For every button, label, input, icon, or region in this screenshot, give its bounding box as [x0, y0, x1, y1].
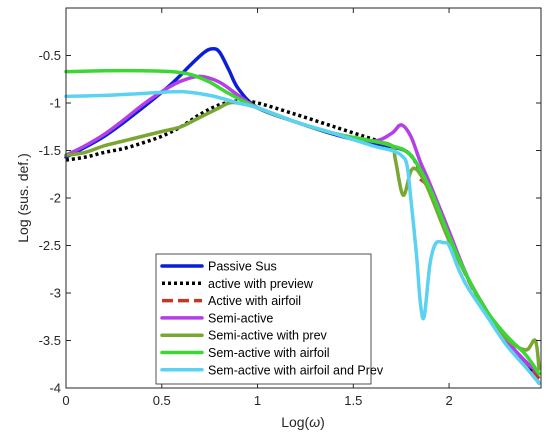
- series-line-5: [64, 68, 541, 376]
- x-axis-label: Log(ω): [281, 414, 325, 430]
- x-tick-label: 2: [445, 393, 452, 408]
- legend-label: Passive Sus: [208, 260, 277, 274]
- legend-label: Semi-active with prev: [208, 329, 328, 343]
- y-tick-label: -2.5: [39, 238, 61, 253]
- legend-label: Sem-active with airfoil and Prev: [208, 363, 384, 377]
- legend-label: active with preview: [208, 277, 314, 291]
- y-tick-label: -2: [49, 191, 61, 206]
- legend: Passive Sus active with preview Active wit…: [155, 253, 384, 385]
- x-tick-label: 0.5: [153, 393, 171, 408]
- y-tick-label: -1: [49, 96, 61, 111]
- legend-label: Sem-active with airfoil: [208, 346, 330, 360]
- y-axis-label: Log (sus. def.): [15, 153, 31, 243]
- x-tick-label: 1.5: [344, 393, 362, 408]
- y-tick-label: -3: [49, 286, 61, 301]
- x-tick-label: 1: [254, 393, 261, 408]
- series-layer: [64, 46, 541, 385]
- y-axis: -0.5 -1 -1.5 -2 -2.5 -3 -3.5 -4: [39, 48, 541, 396]
- y-tick-label: -0.5: [39, 48, 61, 63]
- x-axis: 0 0.5 1 1.5 2: [62, 8, 453, 408]
- series-line-1: [65, 99, 541, 380]
- y-tick-label: -3.5: [39, 333, 61, 348]
- legend-label: Semi-active: [208, 311, 273, 325]
- y-tick-label: -1.5: [39, 143, 61, 158]
- legend-label: Active with airfoil: [208, 294, 301, 308]
- series-line-6: [64, 89, 541, 385]
- x-tick-label: 0: [62, 393, 69, 408]
- y-tick-label: -4: [49, 381, 61, 396]
